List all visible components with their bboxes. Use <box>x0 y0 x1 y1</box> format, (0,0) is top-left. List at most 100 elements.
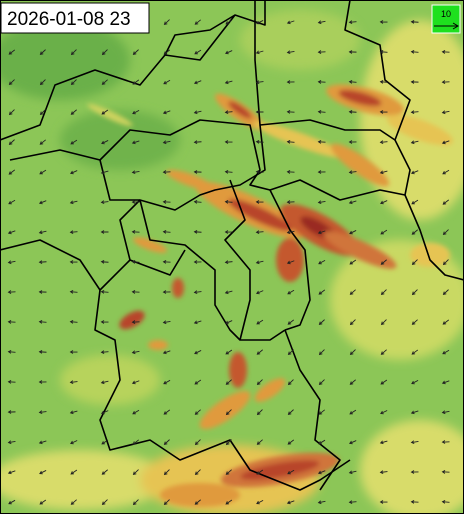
wind-arrow <box>193 260 202 264</box>
wind-arrow <box>441 380 450 385</box>
wind-arrow <box>39 499 47 505</box>
wind-arrow <box>380 200 388 205</box>
wind-arrow <box>317 140 326 144</box>
wind-arrow <box>318 319 325 325</box>
wind-arrow <box>69 410 78 415</box>
wind-arrow <box>38 410 47 415</box>
wind-arrow <box>69 380 78 385</box>
wind-arrow <box>255 200 264 204</box>
wind-arrow <box>349 379 356 385</box>
wind-arrow <box>317 110 326 114</box>
wind-arrow <box>69 290 78 294</box>
wind-arrow <box>131 230 140 234</box>
wind-arrow <box>70 499 77 505</box>
wind-arrow <box>348 140 357 144</box>
wind-arrow <box>255 50 264 55</box>
wind-arrow <box>162 350 171 355</box>
timestamp-box <box>0 2 150 34</box>
borders <box>0 0 464 491</box>
wind-arrow <box>100 410 109 415</box>
wind-arrow <box>131 380 140 385</box>
wind-arrow <box>194 379 202 385</box>
wind-arrow <box>318 409 326 415</box>
wind-arrow <box>318 379 325 386</box>
wind-arrow <box>7 260 16 265</box>
wind-arrow <box>349 289 356 295</box>
wind-arrow <box>162 320 171 325</box>
wind-arrow <box>348 170 357 175</box>
wind-arrow <box>69 230 78 234</box>
wind-arrow <box>132 49 139 55</box>
wind-arrow <box>348 50 357 54</box>
wind-arrow <box>7 380 16 384</box>
wind-arrow <box>317 20 326 25</box>
wind-arrow <box>225 19 233 25</box>
wind-arrow <box>162 290 171 294</box>
wind-arrow <box>100 200 109 205</box>
wind-arrow <box>224 170 233 174</box>
wind-arrow <box>287 349 294 356</box>
wind-arrow <box>69 350 78 354</box>
wind-arrow <box>193 320 202 325</box>
wind-arrow <box>38 230 47 235</box>
wind-arrow <box>286 500 295 505</box>
wind-arrow <box>8 169 16 175</box>
wind-arrow <box>442 169 450 175</box>
wind-arrow <box>380 349 387 355</box>
wind-arrow <box>132 469 139 476</box>
wind-arrow <box>287 379 294 386</box>
wind-arrow <box>380 229 388 235</box>
wind-arrow <box>349 230 357 235</box>
wind-arrow <box>317 230 326 235</box>
wind-arrow <box>194 409 201 415</box>
wind-arrow <box>8 49 16 55</box>
wind-arrow <box>348 20 357 24</box>
wind-arrow <box>379 20 388 24</box>
wind-arrow <box>194 19 201 25</box>
wind-arrow <box>349 349 356 356</box>
wind-arrow <box>39 139 47 145</box>
wind-arrow <box>255 170 264 174</box>
legend-arrow-head <box>452 22 459 30</box>
wind-arrow <box>131 170 140 175</box>
wind-arrow <box>348 440 357 445</box>
wind-arrow <box>379 440 388 445</box>
wind-arrow <box>256 379 263 386</box>
wind-arrow <box>101 49 108 56</box>
wind-arrow <box>410 20 419 24</box>
wind-arrow <box>317 170 326 174</box>
wind-arrow <box>410 410 419 415</box>
wind-arrow <box>318 349 325 356</box>
wind-arrow <box>317 200 326 205</box>
wind-arrow <box>194 469 201 476</box>
wind-arrow <box>100 350 109 354</box>
wind-arrow <box>442 289 449 295</box>
wind-arrow <box>132 439 140 445</box>
wind-arrow <box>100 230 109 234</box>
wind-arrow <box>7 320 16 324</box>
wind-arrow <box>101 469 108 475</box>
wind-arrow <box>194 49 202 55</box>
wind-arrow <box>225 379 232 385</box>
wind-arrow <box>39 79 46 86</box>
wind-arrow <box>317 500 326 505</box>
wind-arrow <box>101 79 108 85</box>
wind-arrow <box>410 110 419 114</box>
wind-arrow <box>131 290 140 294</box>
wind-arrow <box>411 289 418 296</box>
wind-arrow <box>224 260 233 265</box>
wind-arrow <box>317 470 326 475</box>
wind-arrow <box>194 350 202 355</box>
wind-arrow <box>442 229 449 235</box>
wind-arrow <box>442 319 450 325</box>
wind-arrow <box>162 260 171 264</box>
wind-arrow <box>8 499 16 505</box>
wind-arrow <box>100 380 109 385</box>
wind-arrow <box>287 289 295 295</box>
wind-arrow <box>38 200 47 205</box>
wind-arrow <box>162 170 171 174</box>
wind-arrow <box>69 260 78 264</box>
wind-arrow <box>224 80 233 85</box>
wind-arrow <box>38 380 47 384</box>
